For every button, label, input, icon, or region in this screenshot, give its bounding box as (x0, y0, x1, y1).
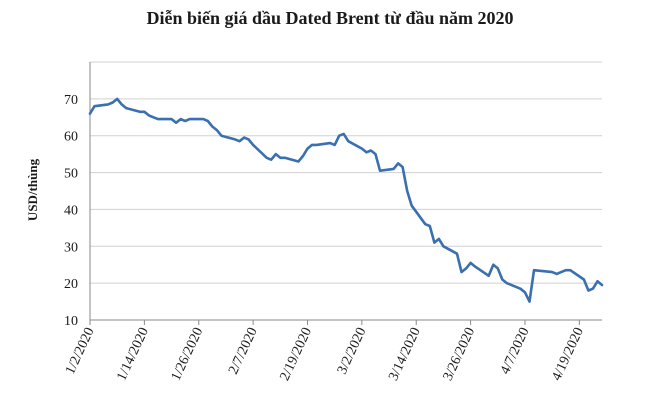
y-axis-ticks: 10 20 30 40 50 60 70 (64, 93, 78, 329)
x-tick-label: 1/2/2020 (63, 325, 98, 376)
axes (89, 62, 602, 321)
x-tick-label: 3/2/2020 (335, 325, 370, 376)
y-tick-label: 40 (64, 203, 78, 218)
y-axis-label: USD/thùng (25, 158, 40, 221)
x-tick-label: 3/14/2020 (386, 325, 424, 383)
x-tick-label: 3/26/2020 (441, 325, 479, 383)
series-layer (88, 97, 604, 303)
x-tick-label: 4/7/2020 (498, 325, 533, 376)
series-line (88, 97, 604, 303)
grid (90, 61, 602, 284)
chart-title: Diễn biến giá dầu Dated Brent từ đầu năm… (146, 8, 513, 28)
y-tick-label: 70 (64, 93, 78, 108)
y-tick-label: 30 (64, 240, 78, 255)
x-tick-label: 4/19/2020 (549, 325, 587, 383)
y-tick-label: 50 (64, 167, 78, 182)
x-tick-label: 1/14/2020 (114, 325, 152, 383)
x-tick-label: 2/19/2020 (278, 325, 316, 383)
y-tick-label: 60 (64, 130, 78, 145)
x-tick-label: 1/26/2020 (169, 325, 207, 383)
y-tick-label: 20 (64, 277, 78, 292)
x-tick-label: 2/7/2020 (226, 325, 261, 376)
x-axis-ticks: 1/2/2020 1/14/2020 1/26/2020 2/7/2020 2/19/2… (63, 320, 587, 383)
y-tick-label: 10 (64, 314, 78, 329)
